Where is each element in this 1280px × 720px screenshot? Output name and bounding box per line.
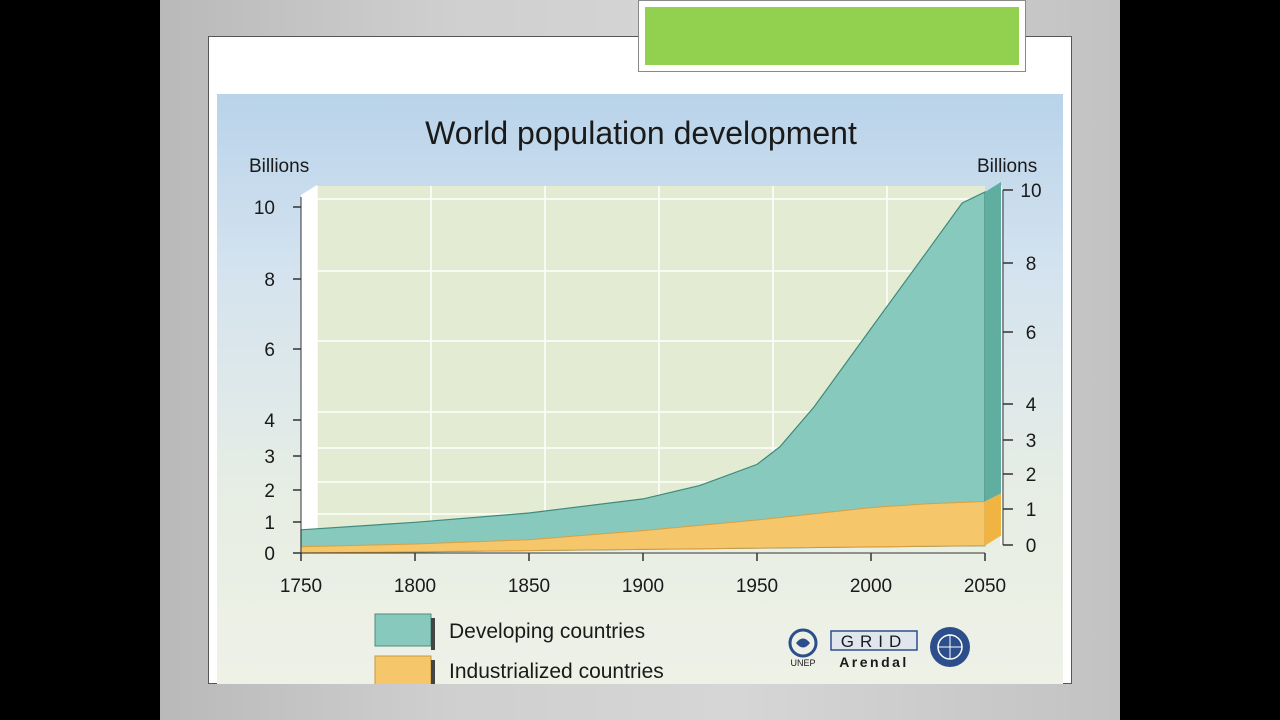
arendal-label: Arendal [839,654,909,670]
right-tick-label-6: 8 [1026,254,1037,275]
legend-swatch-developing [374,613,432,647]
right-tick-label-7: 10 [1020,181,1041,202]
left-y-axis: 0 1 2 3 4 6 8 10 [254,197,302,565]
x-tick-label-6: 2050 [964,576,1006,597]
area-industrialized-side-face [985,493,1001,546]
chart-panel: World population development Billions Bi… [217,94,1063,684]
left-tick-label-3: 3 [264,447,275,468]
right-axis-unit-label: Billions [977,156,1037,177]
x-tick-label-1: 1800 [394,576,436,597]
right-tick-label-1: 1 [1026,500,1037,521]
legend-swatch-shadow-developing [431,618,435,650]
left-tick-label-1: 1 [264,513,275,534]
left-axis-unit-label: Billions [249,156,309,177]
unep-globe-icon [788,628,818,658]
x-axis: 1750 1800 1850 1900 1950 2000 2050 [280,552,1006,597]
unep-leaf-icon [796,638,810,648]
left-tick-label-6: 8 [264,270,275,291]
x-tick-label-0: 1750 [280,576,322,597]
x-tick-label-2: 1850 [508,576,550,597]
right-y-axis: 0 1 2 3 4 6 8 10 [1002,181,1042,557]
left-tick-label-7: 10 [254,198,275,219]
population-chart: World population development Billions Bi… [249,115,1042,684]
title-placeholder-box [638,0,1026,72]
legend-swatch-industrialized [374,655,432,684]
legend-label-industrialized: Industrialized countries [449,660,664,683]
left-tick-label-5: 6 [264,340,275,361]
area-industrialized-countries [300,500,986,554]
chart-areas [300,181,1001,554]
area-developing-side-face [985,181,1001,502]
legend-label-developing: Developing countries [449,620,645,643]
logo-grid-arendal: GRID Arendal [830,630,918,670]
right-tick-label-4: 4 [1026,395,1037,416]
logo-un [930,627,970,667]
grid-logo-box [830,630,918,651]
unep-label: UNEP [790,658,815,668]
right-tick-label-5: 6 [1026,323,1037,344]
chart-title: World population development [425,115,857,151]
left-tick-label-0: 0 [264,544,275,565]
x-tick-label-4: 1950 [736,576,778,597]
left-tick-label-4: 4 [264,411,275,432]
logo-unep: UNEP [788,628,818,668]
x-tick-label-5: 2000 [850,576,892,597]
legend: Developing countries Industrialized coun… [374,613,664,684]
left-tick-label-2: 2 [264,481,275,502]
green-title-bar [645,7,1019,65]
right-tick-label-2: 2 [1026,465,1037,486]
legend-swatch-shadow-industrialized [431,660,435,684]
grid-label: GRID [841,632,908,651]
chart-side-wall [301,185,317,553]
right-tick-label-0: 0 [1026,536,1037,557]
right-tick-label-3: 3 [1026,431,1037,452]
x-tick-label-3: 1900 [622,576,664,597]
